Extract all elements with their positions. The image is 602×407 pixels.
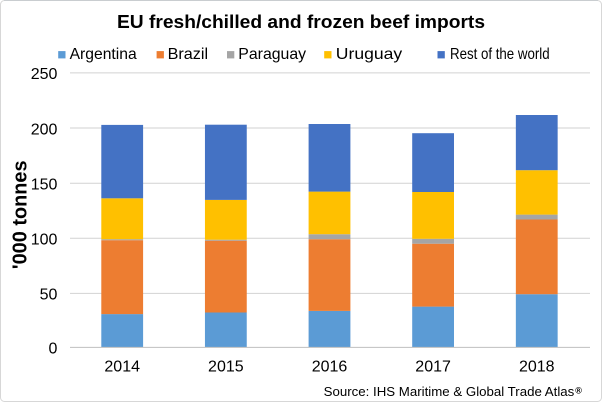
svg-text:2017: 2017 — [415, 359, 451, 376]
svg-text:Argentina: Argentina — [70, 46, 137, 63]
svg-text:100: 100 — [31, 232, 58, 249]
svg-text:2015: 2015 — [208, 359, 244, 376]
svg-text:Source: IHS Maritime & Global: Source: IHS Maritime & Global Trade Atla… — [324, 384, 575, 399]
svg-text:2018: 2018 — [519, 359, 555, 376]
svg-text:Paraguay: Paraguay — [238, 46, 306, 63]
svg-text:Rest of the world: Rest of the world — [450, 46, 550, 63]
svg-text:'000 tonnes: '000 tonnes — [9, 160, 31, 269]
svg-text:2014: 2014 — [104, 359, 140, 376]
svg-text:0: 0 — [48, 341, 57, 358]
svg-text:2016: 2016 — [312, 359, 348, 376]
svg-text:50: 50 — [40, 287, 58, 304]
svg-text:150: 150 — [31, 177, 58, 194]
svg-text:EU fresh/chilled and frozen be: EU fresh/chilled and frozen beef imports — [117, 11, 485, 32]
svg-text:Brazil: Brazil — [168, 46, 209, 63]
svg-text:250: 250 — [31, 66, 58, 83]
svg-text:Uruguay: Uruguay — [336, 46, 402, 63]
svg-text:®: ® — [575, 385, 582, 395]
svg-text:200: 200 — [31, 121, 58, 138]
